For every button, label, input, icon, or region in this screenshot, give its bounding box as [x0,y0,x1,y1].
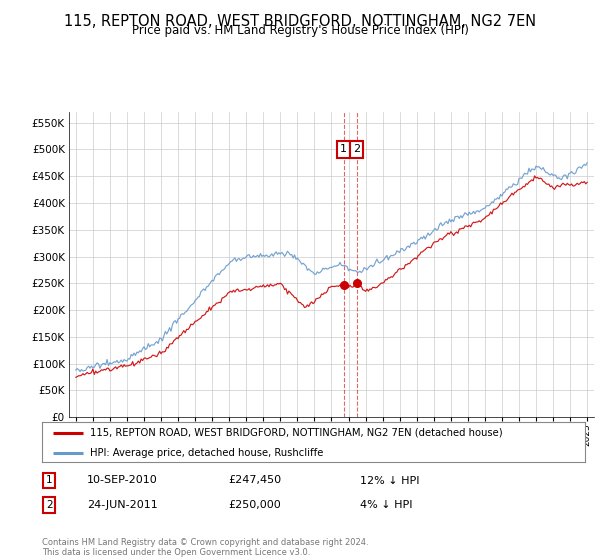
Text: 2: 2 [46,500,53,510]
Text: 1: 1 [340,144,347,155]
Text: 115, REPTON ROAD, WEST BRIDGFORD, NOTTINGHAM, NG2 7EN: 115, REPTON ROAD, WEST BRIDGFORD, NOTTIN… [64,14,536,29]
Text: 1: 1 [46,475,53,486]
Text: £247,450: £247,450 [228,475,281,486]
Text: £250,000: £250,000 [228,500,281,510]
Text: Price paid vs. HM Land Registry's House Price Index (HPI): Price paid vs. HM Land Registry's House … [131,24,469,37]
Text: Contains HM Land Registry data © Crown copyright and database right 2024.
This d: Contains HM Land Registry data © Crown c… [42,538,368,557]
Text: 12% ↓ HPI: 12% ↓ HPI [360,475,419,486]
Text: 24-JUN-2011: 24-JUN-2011 [87,500,158,510]
Text: 115, REPTON ROAD, WEST BRIDGFORD, NOTTINGHAM, NG2 7EN (detached house): 115, REPTON ROAD, WEST BRIDGFORD, NOTTIN… [90,428,502,437]
Text: 2: 2 [353,144,360,155]
Text: 4% ↓ HPI: 4% ↓ HPI [360,500,413,510]
Text: 10-SEP-2010: 10-SEP-2010 [87,475,158,486]
Text: HPI: Average price, detached house, Rushcliffe: HPI: Average price, detached house, Rush… [90,448,323,458]
